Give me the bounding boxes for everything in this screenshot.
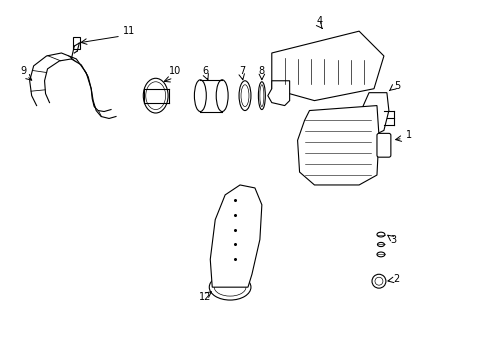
Ellipse shape [239,81,250,111]
Ellipse shape [241,85,248,107]
Ellipse shape [258,82,265,109]
Ellipse shape [374,277,382,285]
Polygon shape [297,105,378,185]
Ellipse shape [259,85,264,107]
Polygon shape [267,81,289,105]
Text: 8: 8 [258,66,264,76]
Ellipse shape [377,242,384,247]
Ellipse shape [145,82,165,109]
Text: 12: 12 [199,292,211,302]
Ellipse shape [214,278,245,296]
Ellipse shape [376,252,384,257]
FancyBboxPatch shape [376,133,390,157]
Text: 1: 1 [405,130,411,140]
Text: 9: 9 [20,66,27,76]
Ellipse shape [209,274,250,300]
Ellipse shape [143,78,168,113]
Text: 4: 4 [316,16,322,26]
Text: 5: 5 [393,81,399,91]
Ellipse shape [194,80,206,112]
Text: 10: 10 [169,66,181,76]
Text: 11: 11 [122,26,135,36]
Polygon shape [360,93,388,135]
Polygon shape [210,185,262,287]
Text: 7: 7 [239,66,244,76]
Bar [73,37,80,49]
Text: 2: 2 [393,274,399,284]
Text: 3: 3 [390,234,396,244]
Ellipse shape [216,80,228,112]
Polygon shape [271,31,383,100]
Text: 6: 6 [202,66,208,76]
Ellipse shape [376,232,384,237]
Ellipse shape [371,274,385,288]
